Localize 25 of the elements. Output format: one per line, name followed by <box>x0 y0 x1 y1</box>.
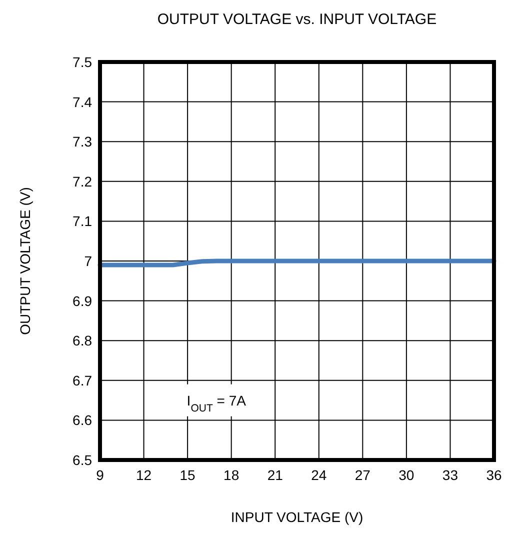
y-tick-label: 6.9 <box>72 292 92 309</box>
annotation: I$_{OUT}$ = 7A <box>186 392 247 414</box>
x-tick-label: 27 <box>354 467 371 483</box>
x-axis-title: INPUT VOLTAGE (V) <box>230 509 364 525</box>
x-tick-label: 36 <box>486 467 502 483</box>
y-tick-label: 6.7 <box>72 372 92 388</box>
x-tick-label: 18 <box>224 467 240 483</box>
x-tick-label: 30 <box>398 467 414 483</box>
y-tick-label: 6.6 <box>72 412 92 428</box>
y-axis-title: OUTPUT VOLTAGE (V) <box>17 187 33 335</box>
chart-title: OUTPUT VOLTAGE vs. INPUT VOLTAGE <box>157 11 437 28</box>
x-tick-label: 33 <box>442 467 458 483</box>
y-tick-label: 7.5 <box>72 54 92 70</box>
y-tick-label: 6.8 <box>72 332 92 349</box>
y-tick-label: 6.5 <box>72 452 92 468</box>
y-tick-label: 7.4 <box>72 94 92 110</box>
y-tick-label: 7.2 <box>72 173 92 190</box>
x-tick-label: 12 <box>136 467 152 483</box>
x-tick-label: 24 <box>311 467 327 483</box>
x-tick-label: 15 <box>180 467 196 483</box>
y-tick-label: 7 <box>84 253 92 269</box>
x-tick-label: 9 <box>96 467 104 483</box>
y-tick-label: 7.1 <box>72 213 92 230</box>
y-tick-label: 7.3 <box>72 134 92 150</box>
x-tick-label: 21 <box>267 467 284 483</box>
